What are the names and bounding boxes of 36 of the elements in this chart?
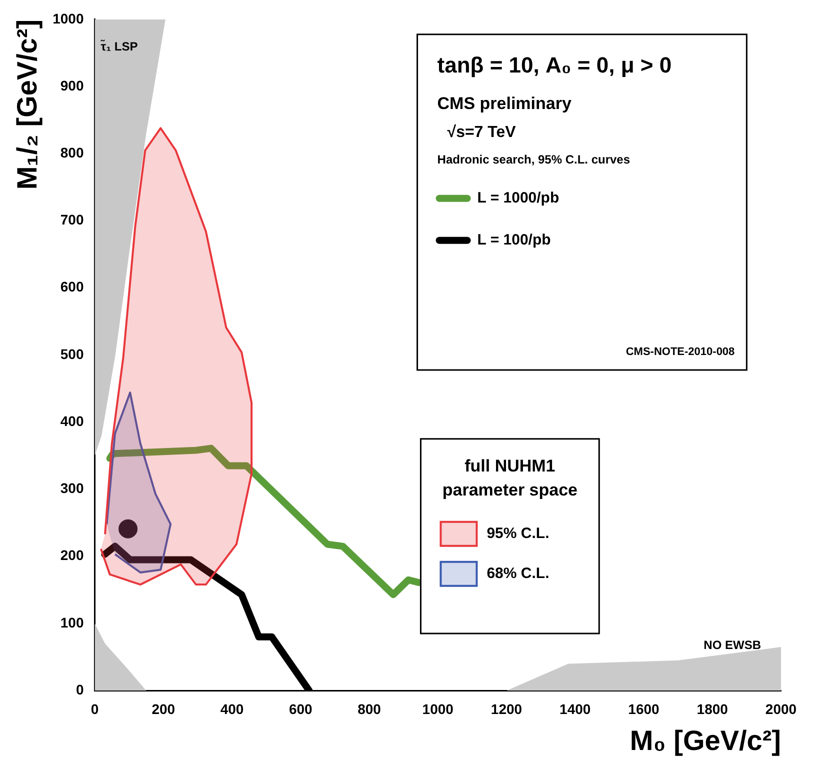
x-tick-label: 1400	[560, 700, 591, 717]
x-tick-label: 1200	[490, 700, 522, 717]
x-tick-label: 1800	[696, 700, 728, 717]
y-tick-label: 100	[60, 614, 84, 630]
x-tick-label: 600	[288, 700, 313, 717]
legend-label: L = 1000/pb	[477, 190, 560, 207]
y-tick-label: 700	[60, 212, 84, 228]
annotation: τ̃₁ LSP	[100, 40, 138, 54]
legend-label: 68% C.L.	[486, 565, 550, 582]
x-tick-label: 1000	[422, 700, 454, 717]
annotation: tanβ = 10, A₀ = 0, μ > 0	[437, 52, 672, 78]
y-tick-label: 0	[76, 681, 84, 698]
y-tick-label: 500	[60, 346, 84, 362]
annotation: CMS preliminary	[437, 94, 572, 114]
annotation: Hadronic search, 95% C.L. curves	[437, 152, 630, 167]
y-axis-title: M₁/₂ [GeV/c²]	[12, 19, 43, 190]
x-tick-label: 1600	[628, 700, 660, 717]
y-tick-label: 300	[60, 480, 84, 496]
legend-label: L = 100/pb	[477, 232, 551, 249]
annotation: NO EWSB	[704, 638, 762, 652]
annotation: CMS-NOTE-2010-008	[626, 346, 735, 358]
y-tick-label: 1000	[52, 10, 84, 26]
y-tick-label: 800	[60, 144, 84, 160]
x-tick-label: 800	[358, 700, 382, 717]
x-tick-label: 400	[220, 700, 244, 717]
x-tick-label: 2000	[765, 700, 797, 717]
x-tick-label: 200	[152, 700, 176, 717]
x-axis-title: M₀ [GeV/c²]	[630, 724, 781, 756]
x-tick-label: 0	[90, 700, 99, 717]
y-tick-label: 400	[60, 412, 84, 429]
y-tick-label: 900	[60, 77, 84, 94]
legend-label: 95% C.L.	[486, 525, 550, 542]
y-tick-label: 600	[60, 278, 84, 295]
y-tick-label: 200	[60, 547, 84, 564]
annotation: √s=7 TeV	[447, 124, 516, 141]
legend-title: full NUHM1 parameter space	[442, 456, 578, 500]
